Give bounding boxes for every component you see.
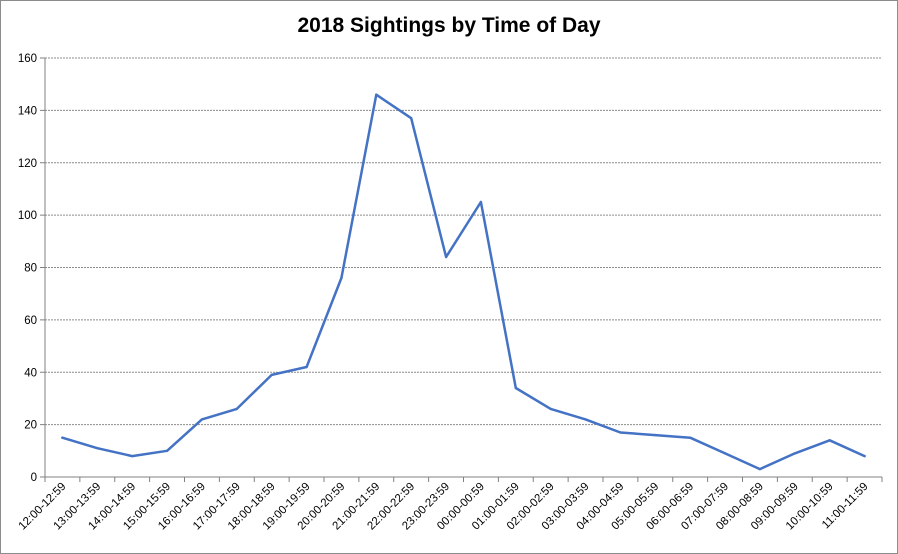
grid-lines bbox=[45, 57, 882, 426]
y-tick-label: 120 bbox=[18, 158, 37, 170]
y-tick-label: 160 bbox=[18, 53, 37, 65]
axes bbox=[40, 57, 883, 482]
chart-title: 2018 Sightings by Time of Day bbox=[297, 14, 601, 37]
data-point bbox=[270, 373, 273, 377]
y-tick-label: 0 bbox=[31, 472, 37, 484]
data-point bbox=[165, 449, 169, 453]
data-point bbox=[235, 407, 239, 411]
series-layer bbox=[61, 93, 866, 471]
data-point bbox=[375, 93, 378, 96]
data-point bbox=[828, 439, 831, 442]
data-point bbox=[409, 117, 413, 120]
data-point bbox=[619, 431, 622, 434]
data-point bbox=[444, 255, 448, 259]
data-point bbox=[863, 454, 866, 458]
y-tick-label: 60 bbox=[24, 315, 37, 327]
y-tick-labels: 0 20 40 60 80 100 120 140 160 bbox=[18, 53, 37, 484]
data-point bbox=[61, 436, 64, 439]
y-tick-label: 40 bbox=[24, 367, 37, 379]
data-point bbox=[688, 436, 692, 439]
y-tick-label: 140 bbox=[18, 105, 37, 117]
data-point bbox=[549, 407, 552, 411]
data-point bbox=[514, 386, 518, 390]
data-point bbox=[758, 467, 762, 471]
data-point bbox=[723, 452, 727, 455]
data-point bbox=[584, 418, 587, 421]
data-point bbox=[479, 200, 483, 204]
data-point bbox=[96, 446, 99, 450]
data-point bbox=[200, 418, 204, 421]
x-tick-labels: 12:00-12:5913:00-13:5914:00-14:5915:00-1… bbox=[17, 481, 871, 533]
data-point bbox=[130, 454, 134, 458]
data-point bbox=[305, 365, 308, 369]
series-line-0 bbox=[61, 93, 866, 471]
data-point bbox=[340, 276, 343, 280]
data-point bbox=[654, 433, 657, 437]
data-point bbox=[793, 452, 797, 455]
y-tick-label: 100 bbox=[18, 210, 37, 222]
y-tick-label: 20 bbox=[24, 420, 37, 432]
y-tick-label: 80 bbox=[24, 263, 37, 275]
